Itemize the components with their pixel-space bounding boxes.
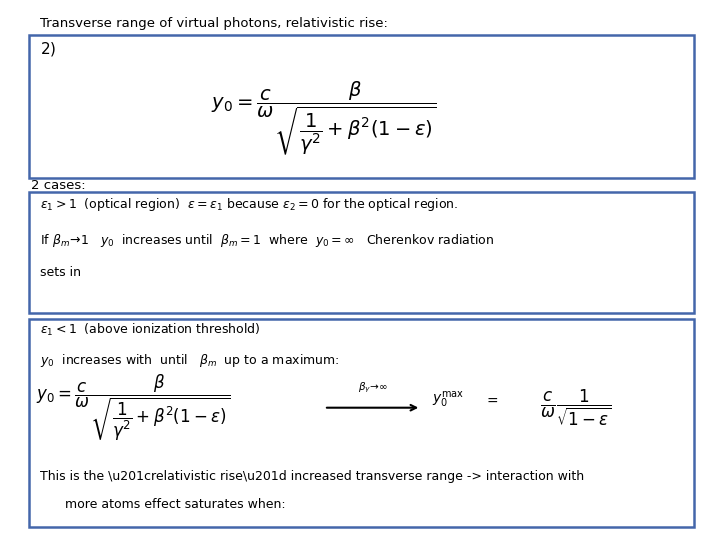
Text: $y_0 = \dfrac{c}{\omega}\dfrac{\beta}{\sqrt{\dfrac{1}{\gamma^2}+\beta^2(1-\varep: $y_0 = \dfrac{c}{\omega}\dfrac{\beta}{\s… xyxy=(36,372,230,443)
Bar xyxy=(29,35,694,178)
Text: If $\beta_m\!\rightarrow\!1$   $y_0$  increases until  $\beta_m=1$  where  $y_0=: If $\beta_m\!\rightarrow\!1$ $y_0$ incre… xyxy=(40,232,495,249)
Bar xyxy=(29,319,694,526)
Text: $y_0 = \dfrac{c}{\omega}\dfrac{\beta}{\sqrt{\dfrac{1}{\gamma^2}+\beta^2(1-\varep: $y_0 = \dfrac{c}{\omega}\dfrac{\beta}{\s… xyxy=(211,79,437,157)
Text: $\varepsilon_1>1$  (optical region)  $\varepsilon=\varepsilon_1$ because $\varep: $\varepsilon_1>1$ (optical region) $\var… xyxy=(40,196,459,213)
Text: $\dfrac{c}{\omega}\dfrac{1}{\sqrt{1-\varepsilon}}$: $\dfrac{c}{\omega}\dfrac{1}{\sqrt{1-\var… xyxy=(540,388,612,428)
Text: $y_0$  increases with  until   $\beta_m$  up to a maximum:: $y_0$ increases with until $\beta_m$ up … xyxy=(40,352,340,369)
Text: $\varepsilon_1<1$  (above ionization threshold): $\varepsilon_1<1$ (above ionization thre… xyxy=(40,322,261,339)
Text: more atoms effect saturates when:: more atoms effect saturates when: xyxy=(65,498,285,511)
Text: 2 cases:: 2 cases: xyxy=(31,179,86,192)
Text: $\beta_\gamma\!\rightarrow\!\infty$: $\beta_\gamma\!\rightarrow\!\infty$ xyxy=(358,381,388,395)
Text: $2)$: $2)$ xyxy=(40,40,56,58)
Text: sets in: sets in xyxy=(40,266,81,279)
Text: $y_0^{\mathrm{max}}$: $y_0^{\mathrm{max}}$ xyxy=(432,389,464,410)
Text: $=$: $=$ xyxy=(484,393,499,407)
Bar xyxy=(29,192,694,313)
Text: This is the \u201crelativistic rise\u201d increased transverse range -> interact: This is the \u201crelativistic rise\u201… xyxy=(40,470,585,483)
Text: Transverse range of virtual photons, relativistic rise:: Transverse range of virtual photons, rel… xyxy=(40,17,387,30)
